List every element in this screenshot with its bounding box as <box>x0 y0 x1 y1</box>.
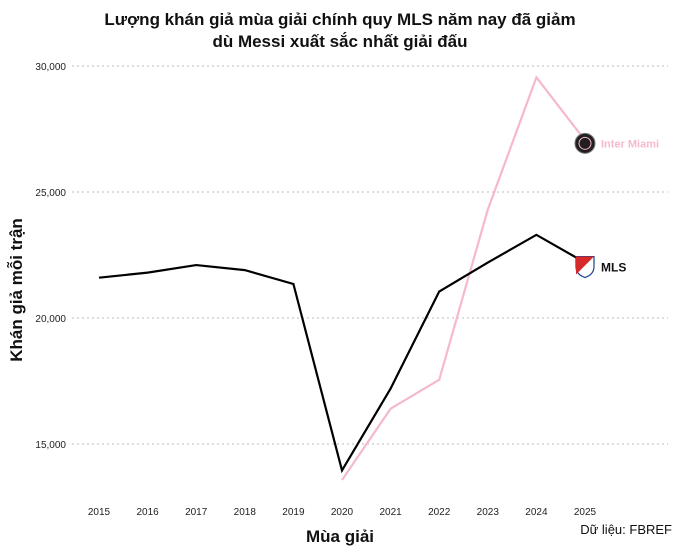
x-tick-label: 2018 <box>234 507 257 518</box>
source-note: Dữ liệu: FBREF <box>580 522 672 537</box>
y-tick-label: 15,000 <box>35 440 66 451</box>
chart-title-line1: Lượng khán giả mùa giải chính quy MLS nă… <box>104 10 576 29</box>
y-tick-label: 30,000 <box>35 62 66 73</box>
series-line-inter-miami <box>341 75 586 481</box>
x-tick-label: 2023 <box>477 507 500 518</box>
x-tick-label: 2016 <box>136 507 159 518</box>
y-tick-label: 25,000 <box>35 188 66 199</box>
inter-miami-crest-ring <box>578 136 592 150</box>
x-axis-label: Mùa giải <box>306 527 374 546</box>
x-tick-label: 2015 <box>88 507 111 518</box>
x-tick-label: 2024 <box>525 507 548 518</box>
mls-logo-red <box>576 256 594 275</box>
x-tick-label: 2025 <box>574 507 597 518</box>
y-axis-label: Khán giả mỗi trận <box>7 218 26 362</box>
x-tick-label: 2017 <box>185 507 208 518</box>
x-tick-label: 2020 <box>331 507 354 518</box>
series-line-mls <box>98 233 586 474</box>
series-label: MLS <box>601 261 626 275</box>
x-tick-label: 2022 <box>428 507 451 518</box>
inter-miami-crest-icon <box>574 132 596 154</box>
y-tick-label: 20,000 <box>35 314 66 325</box>
chart-title-line2: dù Messi xuất sắc nhất giải đấu <box>212 32 468 51</box>
x-tick-label: 2021 <box>379 507 402 518</box>
x-tick-label: 2019 <box>282 507 305 518</box>
series-label: Inter Miami <box>601 138 659 150</box>
